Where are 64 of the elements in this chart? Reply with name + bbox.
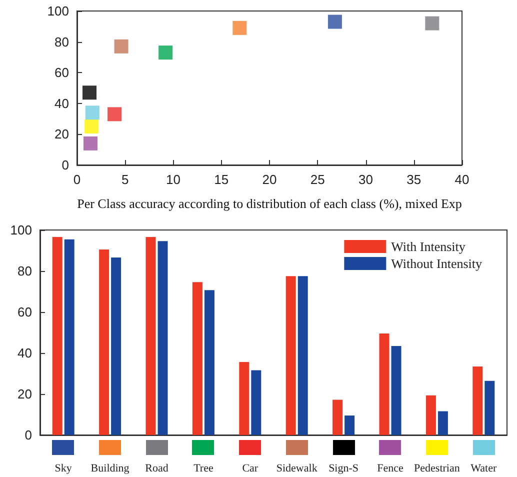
x-tick-label: Fence <box>377 462 404 474</box>
x-tick-label: Sign-S <box>328 462 359 474</box>
point <box>108 107 122 122</box>
x-tick-label: Sky <box>54 462 72 474</box>
bar <box>332 400 343 435</box>
bar <box>99 249 110 435</box>
legend-label: With Intensity <box>391 239 466 254</box>
y-tick-label: 40 <box>18 346 32 360</box>
x-tick-label: 0 <box>73 172 81 187</box>
point <box>114 39 128 54</box>
x-tick-label: 15 <box>214 172 229 187</box>
y-tick-label: 0 <box>24 428 32 442</box>
bar <box>251 370 262 435</box>
bar <box>344 416 355 435</box>
bar <box>379 334 390 435</box>
x-tick-label: Car <box>242 462 258 474</box>
point <box>85 106 100 120</box>
y-tick-label: 100 <box>47 4 69 18</box>
x-tick-label: Road <box>145 462 169 474</box>
point <box>425 16 440 30</box>
legend-label: Without Intensity <box>391 256 482 271</box>
x-tick-label: Tree <box>194 462 214 474</box>
y-tick-label: 80 <box>18 264 32 278</box>
y-tick-label: 20 <box>54 126 69 142</box>
bar <box>239 362 250 435</box>
point <box>232 20 247 35</box>
x-tick-label: 30 <box>358 172 373 187</box>
bar <box>146 236 156 435</box>
bar <box>64 239 74 435</box>
bar <box>472 366 483 435</box>
bar <box>286 276 296 435</box>
x-tick-label: Pedestrian <box>414 462 460 474</box>
x-tick-label: 25 <box>310 172 325 187</box>
bar <box>204 290 214 435</box>
x-tick-label: 5 <box>122 172 129 187</box>
bar <box>52 236 62 435</box>
bar <box>438 411 448 435</box>
point <box>82 86 97 100</box>
y-tick-label: 100 <box>10 222 32 238</box>
point <box>158 46 173 60</box>
bar <box>426 395 436 435</box>
y-tick-label: 80 <box>54 34 69 50</box>
bar <box>298 276 308 435</box>
x-tick-label: Building <box>90 462 130 474</box>
x-tick-label: Sidewalk <box>276 462 318 474</box>
x-tick-label: Water <box>470 462 497 474</box>
bar <box>484 380 495 435</box>
x-tick-label: 20 <box>262 172 277 187</box>
bar <box>391 346 402 435</box>
x-tick-label: 40 <box>454 172 470 187</box>
y-tick-label: 0 <box>62 158 69 172</box>
y-tick-label: 60 <box>18 304 32 320</box>
bar <box>158 241 168 435</box>
x-tick-label: 35 <box>406 172 422 187</box>
x-tick-label: 10 <box>166 172 180 187</box>
x-axis-title: Per Class accuracy according to distribution of each class (%), mixed Exp <box>77 196 462 211</box>
y-tick-label: 40 <box>54 96 69 111</box>
y-tick-label: 60 <box>54 65 69 80</box>
bar <box>192 282 202 435</box>
point <box>328 14 342 29</box>
point <box>84 120 98 134</box>
y-tick-label: 20 <box>18 386 32 402</box>
point <box>83 136 98 150</box>
bar <box>111 257 122 435</box>
